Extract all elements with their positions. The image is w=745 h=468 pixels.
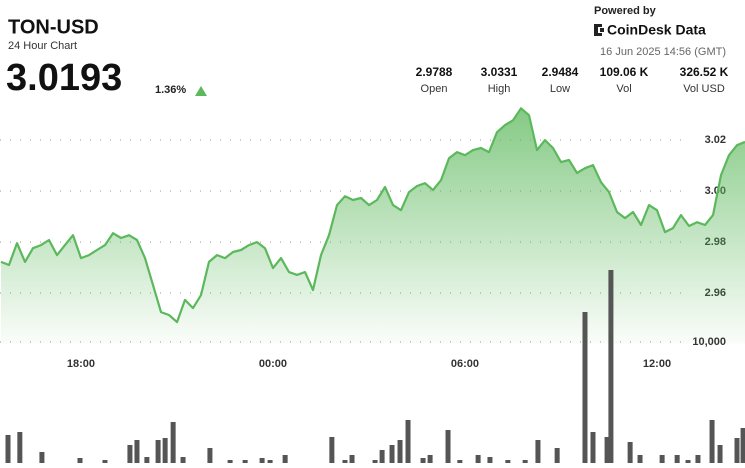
volume-bar [259, 458, 265, 463]
volume-bar [379, 450, 385, 463]
price-line [0, 107, 745, 324]
volume-bar [180, 456, 186, 463]
volume-bar [342, 459, 348, 463]
volume-bar [77, 458, 83, 463]
volume-bar [608, 270, 614, 463]
stat-value: 2.9788 [416, 65, 453, 79]
volume-bar [102, 459, 108, 463]
volume-bar [5, 435, 11, 463]
y-tick-label: 3.02 [705, 134, 726, 146]
price: 3.0193 [6, 57, 122, 99]
stat-value: 2.9484 [542, 65, 579, 79]
volume-bar [535, 439, 541, 463]
volume-bar [420, 458, 426, 463]
volume-bar [734, 438, 740, 463]
stats: 2.9788 Open 3.0331 High 2.9484 Low 109.06 K Vol… [416, 65, 729, 95]
title: TON-USD [8, 16, 99, 38]
volume-bar [475, 455, 481, 463]
x-tick-label: 06:00 [451, 358, 479, 370]
volume-bar [242, 459, 248, 463]
price-area [0, 108, 745, 344]
stat-label: Low [550, 83, 570, 95]
volume-bar [134, 439, 140, 463]
volume-bar [39, 452, 45, 463]
x-tick-label: 12:00 [643, 358, 671, 370]
volume-bar [282, 455, 288, 463]
up-arrow [195, 86, 207, 96]
volume-bar [709, 419, 715, 463]
volume-bar [372, 459, 378, 463]
x-tick-label: 00:00 [259, 358, 287, 370]
volume-bar [604, 436, 610, 463]
subtitle: 24 Hour Chart [8, 40, 77, 52]
volume-bar [207, 447, 213, 463]
brand: CoinDesk Data [607, 22, 706, 38]
stat-label: Vol [616, 83, 631, 95]
volume-bar [695, 455, 701, 463]
volume-bar [155, 439, 161, 463]
volume-bar [554, 447, 560, 463]
stat-value: 109.06 K [600, 65, 649, 79]
volume-bar [349, 455, 355, 463]
plot: 3.023.002.982.9610,00018:0000:0006:0012:… [0, 107, 745, 463]
volume-bar [329, 436, 335, 463]
volume-bar [717, 444, 723, 463]
stat-value: 3.0331 [481, 65, 518, 79]
volume-bar [427, 455, 433, 463]
volume-bar [162, 438, 168, 463]
volume-bar [685, 459, 691, 463]
stat-value: 326.52 K [680, 65, 729, 79]
volume-bar [674, 455, 680, 463]
volume-bar [227, 459, 233, 463]
volume-bar [505, 459, 511, 463]
volume-bar [127, 444, 133, 463]
volume-bar [659, 455, 665, 463]
volume-bar [144, 456, 150, 463]
change: 1.36% [155, 84, 186, 96]
stat-label: Open [421, 83, 448, 95]
powered-by: Powered by [594, 5, 657, 17]
volume-bar [397, 439, 403, 463]
stat-label: High [488, 83, 511, 95]
volume-bar [582, 312, 588, 463]
volume-bar [740, 427, 745, 463]
volume-bar [522, 459, 528, 463]
volume-bar [267, 459, 273, 463]
volume-bar [445, 430, 451, 463]
brand-logo [594, 24, 604, 36]
stat-label: Vol USD [683, 83, 725, 95]
volume-bar [487, 456, 493, 463]
x-tick-label: 18:00 [67, 358, 95, 370]
volume-bar [590, 431, 596, 463]
timestamp: 16 Jun 2025 14:56 (GMT) [600, 46, 726, 58]
volume-bar [637, 455, 643, 463]
volume-bar [457, 459, 463, 463]
volume-bar [627, 441, 633, 463]
volume-bar [389, 444, 395, 463]
volume-bar [170, 422, 176, 463]
volume-bar [405, 419, 411, 463]
volume-bar [17, 431, 23, 463]
